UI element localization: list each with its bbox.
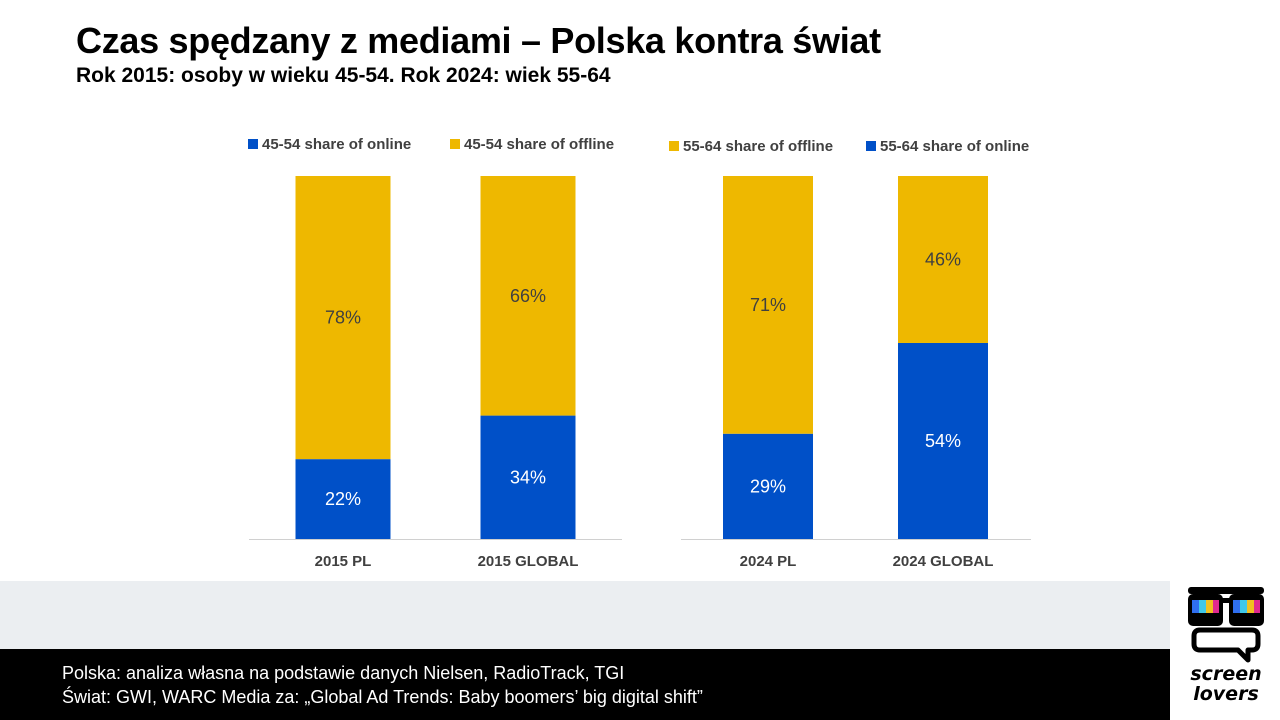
legend-swatch [866, 141, 876, 151]
bar-segment [723, 433, 813, 539]
logo-word-lovers: lovers [1193, 683, 1259, 705]
bar-segment [480, 176, 576, 416]
bar-segment [295, 459, 391, 539]
bar-segment [480, 415, 576, 539]
bar-segment [898, 176, 988, 343]
logo-word-screen: screen [1190, 663, 1262, 685]
bar-segment [295, 176, 391, 460]
screen-lovers-logo: screen lovers [1178, 584, 1274, 714]
legend-label: 55-64 share of offline [683, 138, 833, 155]
stacked-bar-chart: 45-54 share of online 45-54 share of offl… [248, 136, 1031, 570]
legend-label: 55-64 share of online [880, 138, 1029, 155]
category-label: 2024 PL [740, 553, 797, 570]
data-label: 22% [325, 489, 361, 509]
data-label: 54% [925, 431, 961, 451]
glasses-icon [1188, 587, 1264, 663]
data-label: 29% [750, 476, 786, 496]
page-title: Czas spędzany z mediami – Polska kontra … [76, 20, 881, 61]
footer-band [0, 581, 1170, 649]
category-label: 2015 PL [315, 553, 372, 570]
source-footer: Polska: analiza własna na podstawie dany… [0, 649, 1170, 720]
legend-label: 45-54 share of online [262, 136, 411, 153]
bar-segment [898, 342, 988, 539]
data-label: 66% [510, 286, 546, 306]
legend-swatch [450, 139, 460, 149]
data-label: 46% [925, 249, 961, 269]
legend-label: 45-54 share of offline [464, 136, 614, 153]
legend-swatch [669, 141, 679, 151]
data-label: 71% [750, 295, 786, 315]
source-line-poland: Polska: analiza własna na podstawie dany… [62, 663, 625, 683]
source-line-world: Świat: GWI, WARC Media za: „Global Ad Tr… [62, 687, 703, 707]
data-label: 78% [325, 308, 361, 328]
category-label: 2015 GLOBAL [478, 553, 579, 570]
bar-segment [723, 176, 813, 434]
page-subtitle: Rok 2015: osoby w wieku 45-54. Rok 2024:… [76, 64, 611, 87]
category-label: 2024 GLOBAL [893, 553, 994, 570]
legend-swatch [248, 139, 258, 149]
data-label: 34% [510, 467, 546, 487]
